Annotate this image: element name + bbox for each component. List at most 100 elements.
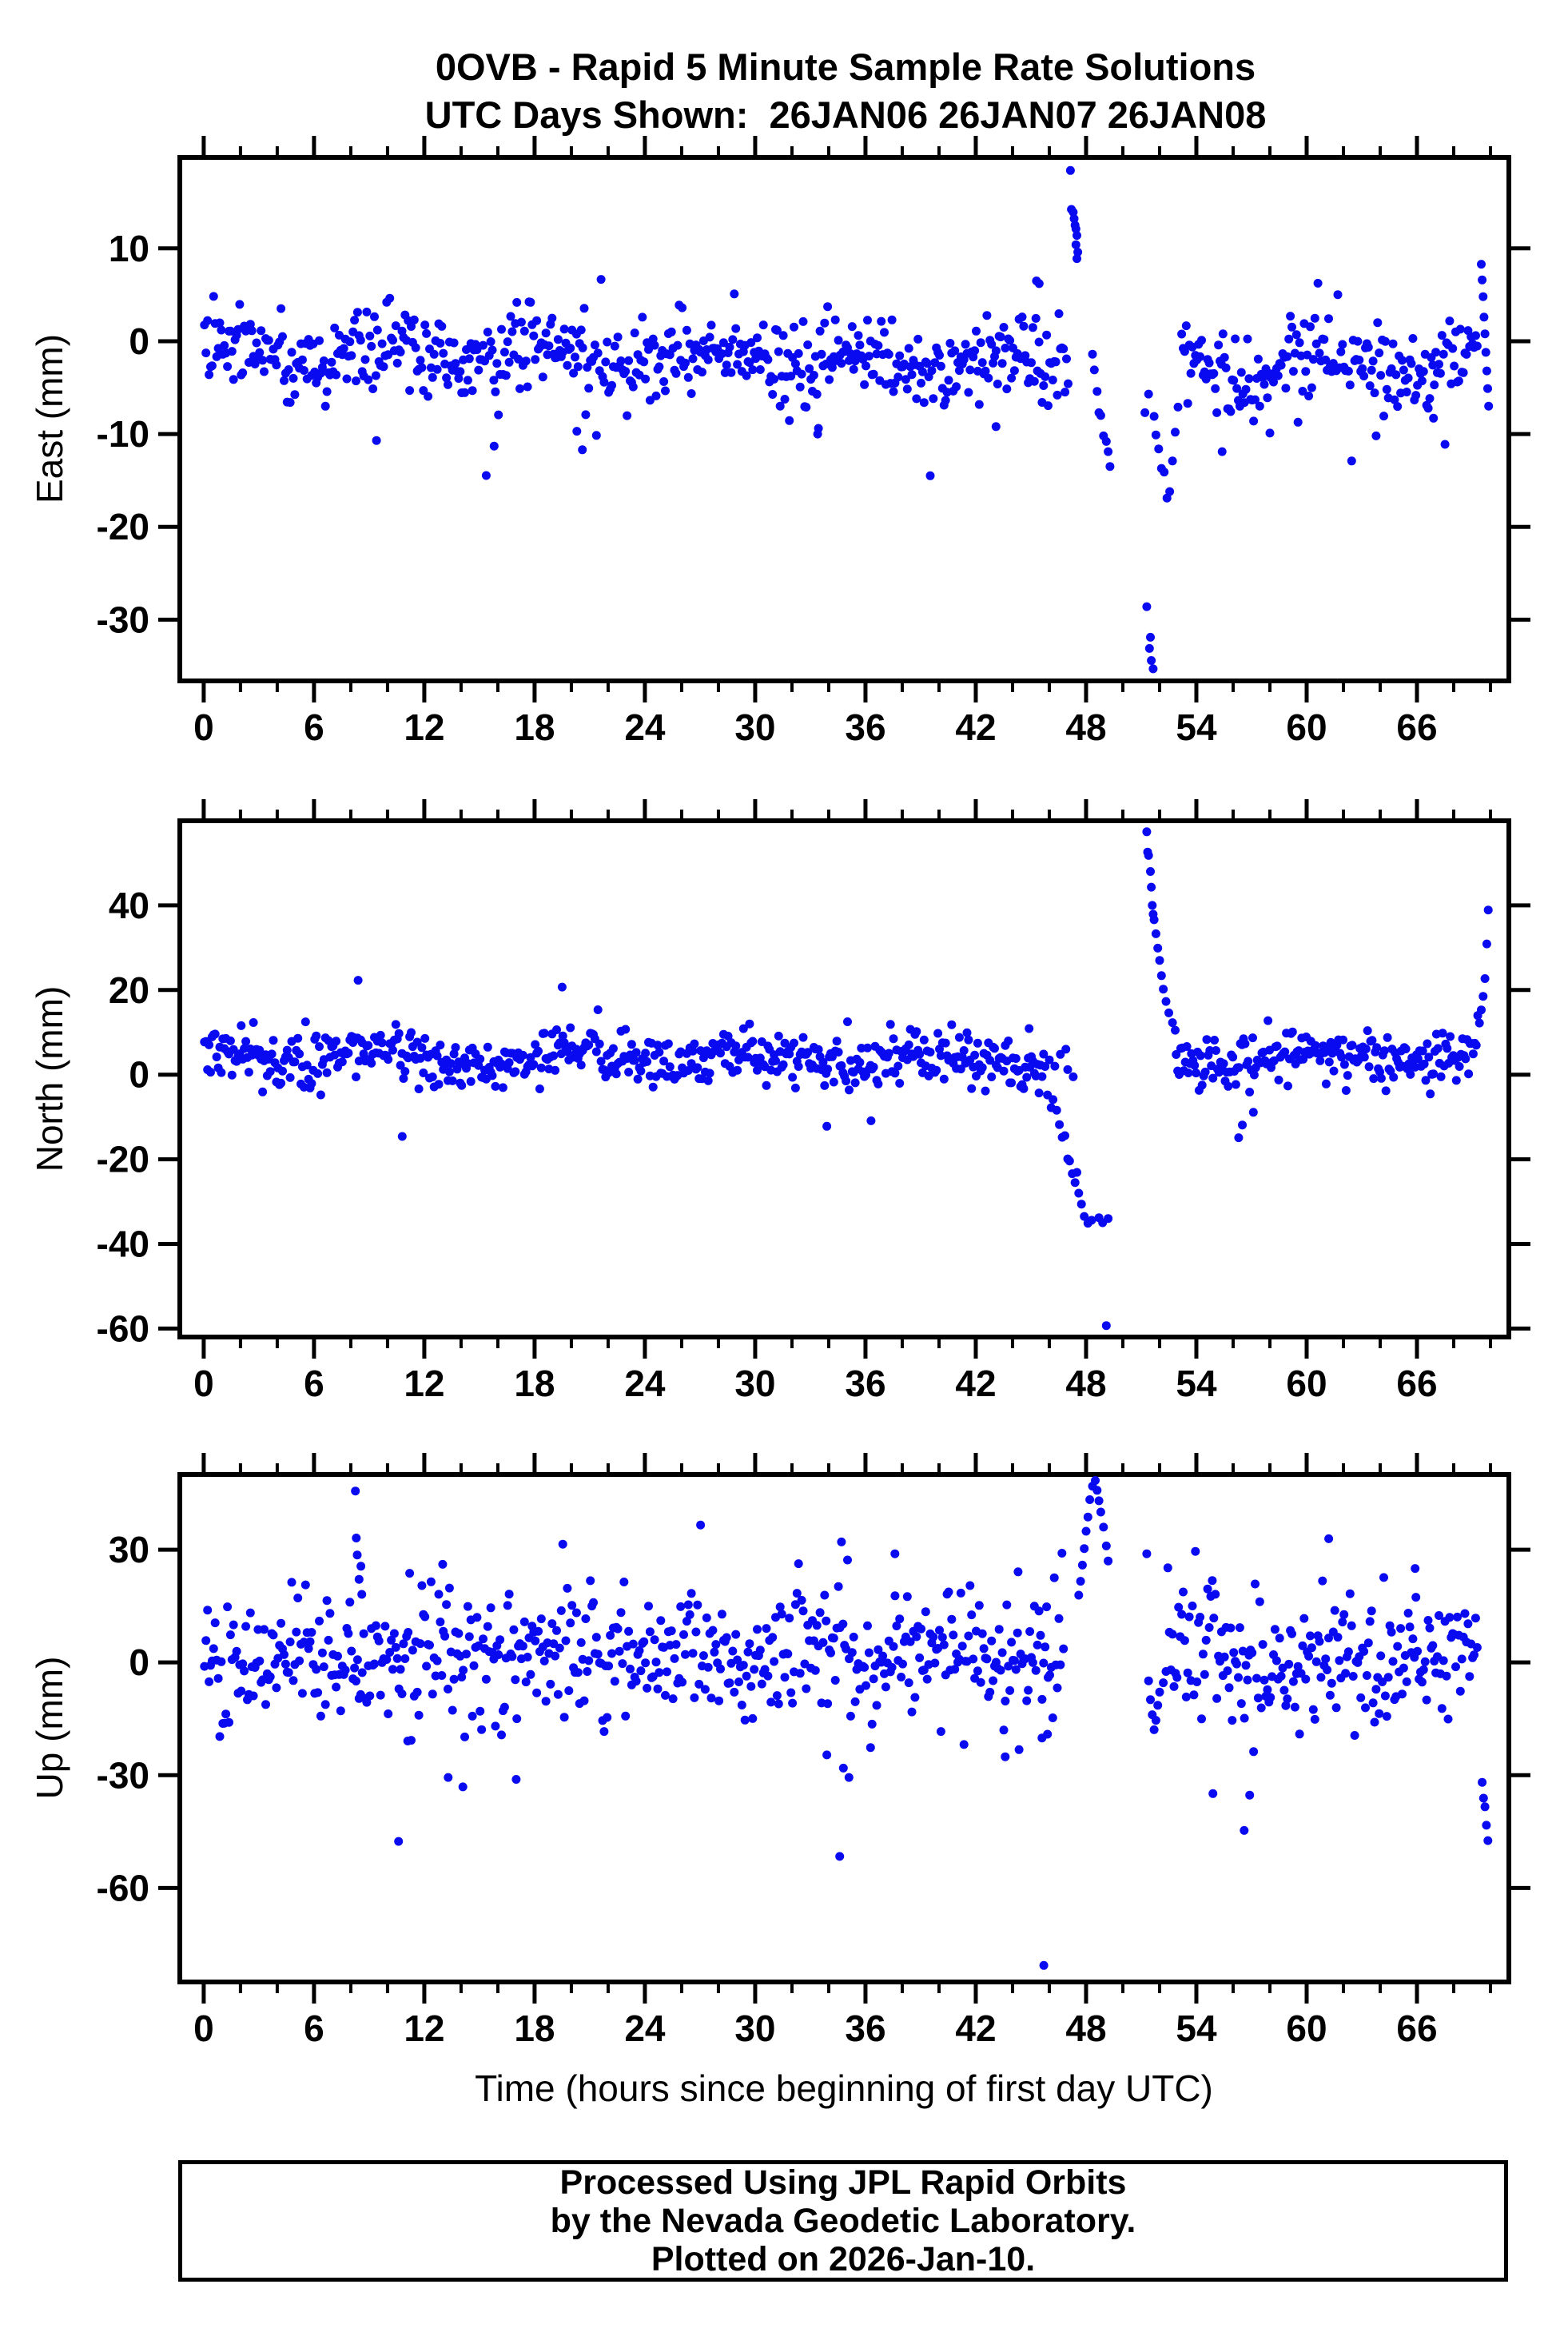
data-point bbox=[956, 1065, 965, 1074]
data-point bbox=[1248, 1648, 1257, 1657]
data-point bbox=[785, 1049, 794, 1059]
data-point bbox=[339, 344, 348, 353]
data-point bbox=[534, 1046, 543, 1056]
data-point bbox=[526, 1669, 535, 1679]
data-point bbox=[1382, 384, 1391, 394]
data-point bbox=[1251, 1579, 1260, 1589]
data-point bbox=[1375, 348, 1384, 358]
data-point bbox=[591, 1633, 601, 1642]
data-point bbox=[1359, 1053, 1369, 1062]
data-point bbox=[667, 327, 676, 336]
data-point bbox=[1253, 354, 1263, 364]
data-point bbox=[362, 307, 372, 316]
data-point bbox=[1248, 1108, 1258, 1117]
data-point bbox=[1474, 1018, 1484, 1028]
data-point bbox=[917, 1624, 925, 1634]
data-point bbox=[405, 1569, 415, 1578]
data-point bbox=[815, 326, 825, 336]
data-point bbox=[460, 388, 469, 397]
data-point bbox=[935, 1626, 944, 1635]
data-point bbox=[1218, 329, 1228, 339]
data-point bbox=[569, 368, 579, 378]
data-point bbox=[1380, 336, 1390, 346]
data-point bbox=[624, 356, 634, 365]
data-point bbox=[991, 346, 1001, 356]
data-point bbox=[705, 1069, 714, 1078]
data-point bbox=[925, 1048, 935, 1057]
data-point bbox=[792, 1589, 802, 1598]
data-point bbox=[220, 340, 229, 350]
data-point bbox=[682, 1617, 691, 1626]
data-point bbox=[610, 1677, 619, 1686]
x-tick-label: 54 bbox=[1176, 706, 1217, 748]
data-point bbox=[702, 1613, 711, 1622]
data-point bbox=[387, 1635, 396, 1645]
data-point bbox=[1238, 1120, 1247, 1130]
y-axis-label-north: North (mm) bbox=[29, 985, 70, 1172]
data-point bbox=[1325, 1690, 1335, 1700]
data-point bbox=[1249, 1747, 1259, 1757]
data-point bbox=[440, 1631, 450, 1641]
data-point bbox=[813, 429, 822, 439]
data-point bbox=[795, 1669, 805, 1678]
data-point bbox=[823, 1699, 833, 1709]
data-point bbox=[722, 360, 731, 370]
data-point bbox=[1105, 462, 1115, 472]
data-point bbox=[313, 1688, 323, 1697]
x-tick-label: 48 bbox=[1065, 2008, 1106, 2049]
data-point bbox=[786, 372, 796, 381]
data-point bbox=[847, 322, 857, 332]
data-point bbox=[650, 340, 659, 350]
data-point bbox=[494, 410, 503, 420]
data-point bbox=[1284, 1659, 1294, 1669]
data-point bbox=[466, 1076, 476, 1086]
data-point bbox=[258, 1675, 268, 1685]
data-point bbox=[261, 1700, 270, 1709]
footer-line-3: Plotted on 2026-Jan-10. bbox=[651, 2240, 1036, 2278]
data-point bbox=[595, 1039, 604, 1049]
data-point bbox=[1402, 388, 1411, 396]
data-point bbox=[579, 304, 589, 313]
data-point bbox=[1256, 1703, 1266, 1713]
data-point bbox=[1373, 318, 1383, 328]
data-point bbox=[930, 1658, 940, 1668]
data-point bbox=[1396, 1624, 1406, 1634]
data-point bbox=[1153, 943, 1163, 953]
data-point bbox=[1372, 1043, 1382, 1053]
data-point bbox=[1235, 1623, 1244, 1633]
data-point bbox=[1234, 1133, 1244, 1143]
data-point bbox=[957, 1642, 967, 1651]
data-point bbox=[414, 1710, 424, 1720]
data-point bbox=[827, 363, 837, 372]
data-point bbox=[1355, 356, 1364, 364]
data-point bbox=[497, 1059, 506, 1069]
data-point bbox=[352, 1677, 360, 1685]
data-point bbox=[1398, 1689, 1407, 1699]
data-point bbox=[688, 1649, 698, 1658]
data-point bbox=[350, 316, 360, 325]
data-point bbox=[880, 328, 889, 337]
data-point bbox=[691, 1627, 701, 1637]
data-point bbox=[898, 1659, 907, 1669]
data-point bbox=[391, 1642, 400, 1652]
data-point bbox=[593, 1005, 603, 1014]
data-point bbox=[352, 1655, 362, 1665]
data-point bbox=[1041, 1642, 1050, 1652]
data-point bbox=[893, 1061, 903, 1071]
data-point bbox=[1429, 1069, 1439, 1079]
data-point bbox=[217, 325, 226, 335]
data-point bbox=[237, 1686, 246, 1696]
data-point bbox=[472, 1613, 482, 1622]
data-point bbox=[376, 1030, 385, 1040]
data-point bbox=[956, 1588, 965, 1598]
data-point bbox=[382, 1655, 392, 1664]
data-point bbox=[869, 1674, 878, 1684]
data-point bbox=[1379, 1046, 1389, 1056]
data-point bbox=[1451, 1662, 1460, 1672]
data-point bbox=[1347, 1621, 1356, 1630]
data-point bbox=[834, 336, 843, 345]
data-point bbox=[748, 1713, 758, 1723]
data-point bbox=[523, 382, 532, 392]
data-point bbox=[356, 336, 365, 345]
data-point bbox=[731, 324, 741, 333]
